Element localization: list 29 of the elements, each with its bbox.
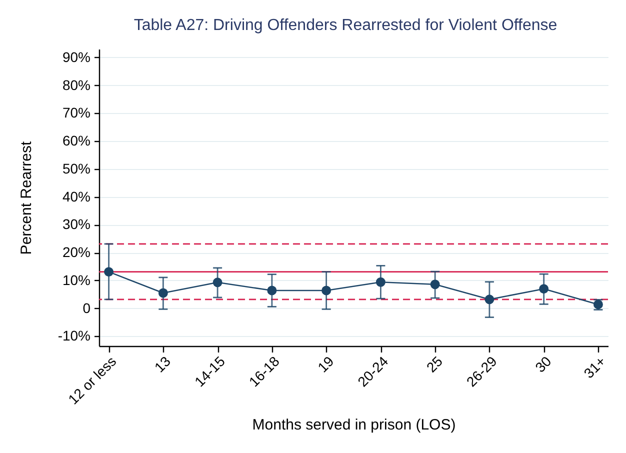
point: [484, 294, 494, 304]
point: [376, 277, 386, 287]
point: [430, 280, 440, 290]
point: [267, 286, 277, 296]
y-tick-label: 40%: [62, 188, 90, 204]
point: [158, 288, 168, 298]
point: [212, 278, 222, 288]
y-tick-label: 50%: [62, 160, 90, 176]
y-axis-title: Percent Rearrest: [18, 140, 35, 255]
y-tick-label: 0: [82, 300, 91, 316]
y-tick-label: 10%: [62, 272, 90, 288]
y-tick-label: 60%: [62, 132, 90, 149]
point: [322, 286, 332, 296]
x-axis-title: Months served in prison (LOS): [252, 416, 456, 434]
y-tick-label: 70%: [62, 104, 90, 121]
y-tick-label: 80%: [62, 76, 90, 93]
x-tick-label: 13: [151, 352, 174, 376]
y-tick-label: 90%: [62, 48, 90, 65]
point: [539, 284, 549, 294]
x-tick-label: 12 or less: [64, 353, 120, 408]
x-tick-label: 30: [532, 352, 554, 376]
point: [104, 267, 114, 277]
x-tick-label: 19: [314, 352, 337, 376]
y-tick-label: -10%: [58, 328, 90, 344]
x-tick-label: 31+: [580, 353, 609, 382]
y-tick-label: 20%: [62, 244, 90, 260]
y-tick-label: 30%: [62, 216, 90, 232]
chart-title: Table A27: Driving Offenders Rearrested for Violent Offense: [134, 17, 558, 34]
x-tick-label: 25: [423, 352, 446, 376]
